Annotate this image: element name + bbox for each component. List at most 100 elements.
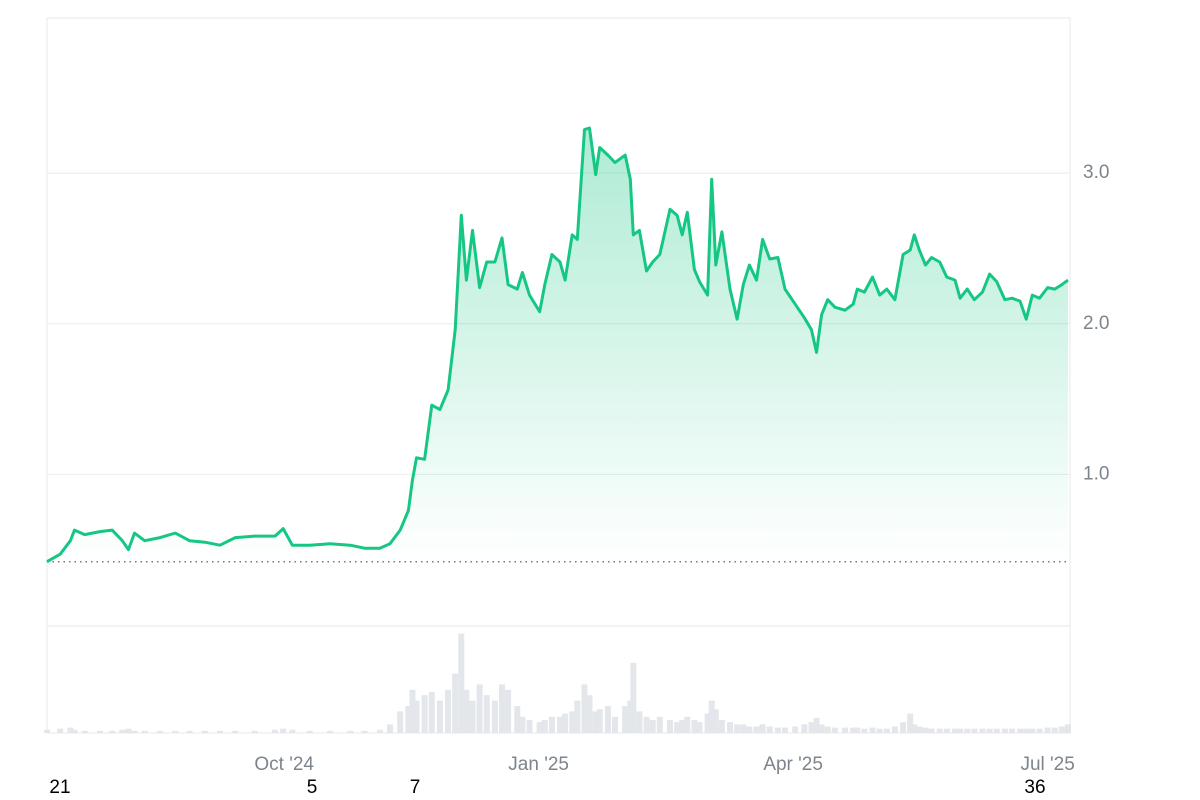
volume-bar	[109, 730, 116, 733]
volume-bar	[684, 716, 691, 733]
volume-bar	[289, 729, 296, 733]
volume-bar	[387, 724, 394, 733]
volume-bar	[186, 730, 193, 733]
footer-label: 7	[410, 777, 421, 798]
volume-bar	[971, 728, 978, 733]
volume-bar	[428, 691, 435, 733]
y-tick-label: 2.0	[1083, 313, 1109, 334]
volume-bar	[232, 730, 239, 733]
volume-bar	[876, 728, 883, 733]
volume-bar	[596, 709, 603, 733]
volume-bar	[753, 726, 760, 733]
volume-bar	[727, 722, 734, 733]
volume-bar	[943, 728, 950, 733]
volume-bar	[514, 706, 521, 733]
volume-bar	[869, 727, 876, 733]
price-area	[47, 128, 1068, 562]
volume-bar	[483, 695, 490, 733]
volume-bar	[574, 700, 581, 733]
volume-bar	[712, 709, 719, 733]
volume-bar	[691, 720, 698, 733]
volume-bar	[156, 730, 163, 733]
volume-bar	[922, 727, 929, 733]
volume-bar	[801, 724, 808, 733]
volume-bar	[96, 730, 103, 733]
volume-bar	[67, 727, 74, 733]
volume-bar	[704, 713, 711, 733]
volume-bar	[781, 727, 788, 733]
volume-bar	[436, 700, 443, 733]
volume-bar	[592, 711, 599, 733]
volume-bar	[1051, 727, 1058, 733]
y-tick-label: 1.0	[1083, 463, 1109, 484]
volume-bar	[347, 730, 354, 733]
volume-bar	[883, 728, 890, 733]
price-line	[46, 126, 1069, 564]
volume-bar	[604, 706, 611, 733]
volume-bar	[326, 730, 333, 733]
volume-bar	[306, 730, 313, 733]
volume-bar	[405, 706, 412, 733]
volume-bar	[1029, 728, 1036, 733]
volume-bar	[656, 716, 663, 733]
volume-bar	[916, 726, 923, 733]
volume-bar	[824, 726, 831, 733]
volume-bar	[957, 728, 964, 733]
volume-bar	[734, 724, 741, 733]
volume-bar	[1064, 724, 1071, 733]
volume-bar	[141, 730, 148, 733]
volume-bar	[476, 684, 483, 733]
volume-bar	[125, 728, 132, 733]
volume-bar	[57, 728, 64, 733]
volume-bar	[928, 728, 935, 733]
volume-bar	[1036, 728, 1043, 733]
volume-bar	[850, 727, 857, 733]
volume-bar	[397, 711, 404, 733]
x-tick-label: Oct '24	[254, 754, 314, 775]
volume-bar	[272, 729, 279, 733]
volume-bar	[986, 728, 993, 733]
volume-bar	[463, 689, 470, 733]
volume-bar	[458, 633, 465, 733]
volume-bar	[452, 673, 459, 733]
volume-bar	[759, 724, 766, 733]
volume-bar	[831, 727, 838, 733]
volume-bar	[562, 713, 569, 733]
volume-bar	[900, 722, 907, 733]
volume-bar	[421, 695, 428, 733]
volume-bar	[630, 662, 637, 733]
volume-bar	[627, 700, 634, 733]
volume-bar	[979, 728, 986, 733]
volume-bar	[519, 716, 526, 733]
volume-bar	[119, 729, 126, 733]
volume-bar	[1008, 728, 1015, 733]
volume-bar	[1001, 728, 1008, 733]
volume-bar	[1017, 728, 1024, 733]
y-tick-label: 3.0	[1083, 162, 1109, 183]
volume-bar	[911, 724, 918, 733]
volume-bar	[409, 689, 416, 733]
volume-bar	[792, 726, 799, 733]
volume-bar	[993, 728, 1000, 733]
volume-bar	[818, 724, 825, 733]
volume-bar	[81, 730, 88, 733]
volume-bar	[536, 722, 543, 733]
volume-bar	[541, 720, 548, 733]
volume-bar	[936, 728, 943, 733]
volume-bar	[611, 716, 618, 733]
volume-bar	[674, 722, 681, 733]
volume-bar	[813, 717, 820, 733]
volume-bar	[808, 722, 815, 733]
volume-bar	[854, 727, 861, 733]
volume-bar	[891, 726, 898, 733]
volume-bar	[361, 730, 368, 733]
x-tick-label: Jul '25	[1020, 754, 1074, 775]
volume-bar	[740, 724, 747, 733]
volume-bar	[217, 730, 224, 733]
volume-bar	[643, 716, 650, 733]
footer-label: 21	[49, 777, 70, 798]
x-tick-label: Jan '25	[508, 754, 569, 775]
volume-bar	[499, 684, 506, 733]
